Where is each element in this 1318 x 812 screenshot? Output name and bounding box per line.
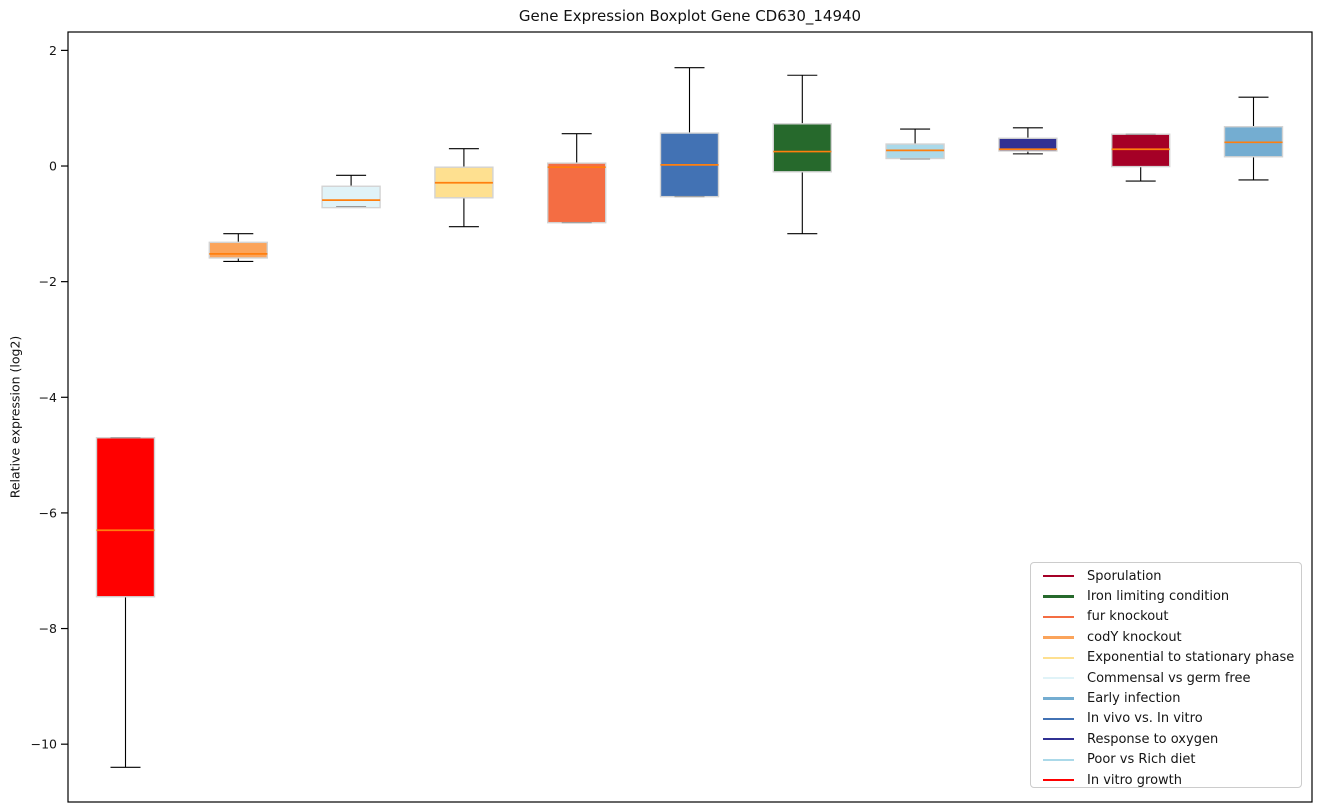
y-tick-label: −10 <box>31 737 57 752</box>
y-tick-label: 2 <box>49 43 57 58</box>
legend-label: Response to oxygen <box>1087 731 1219 747</box>
legend-item: In vivo vs. In vitro <box>1031 709 1301 729</box>
legend-item: In vitro growth <box>1031 770 1301 790</box>
legend-label: fur knockout <box>1087 609 1169 625</box>
legend-label: Poor vs Rich diet <box>1087 752 1196 768</box>
legend-label: Exponential to stationary phase <box>1087 650 1295 666</box>
legend-item: Early infection <box>1031 688 1301 708</box>
legend-item: fur knockout <box>1031 607 1301 627</box>
legend-color-swatch <box>1043 738 1074 741</box>
box <box>321 185 381 209</box>
box <box>772 123 832 173</box>
legend-item: Exponential to stationary phase <box>1031 648 1301 668</box>
chart-title: Gene Expression Boxplot Gene CD630_14940 <box>518 7 862 25</box>
legend-color-swatch <box>1043 595 1074 598</box>
boxplot-box-fur-knockout <box>547 133 607 224</box>
legend-label: In vivo vs. In vitro <box>1087 711 1203 727</box>
y-tick-label: 0 <box>49 159 57 174</box>
legend-color-swatch <box>1043 697 1074 700</box>
legend-item: Response to oxygen <box>1031 729 1301 749</box>
boxplot-box-in-vivo-vs-in-vitro <box>659 67 720 198</box>
boxplot-box-early-infection <box>1223 96 1284 181</box>
box <box>547 162 607 224</box>
boxplot-box-cody-knockout <box>208 233 269 262</box>
legend-item: Sporulation <box>1031 566 1301 586</box>
legend-color-swatch <box>1043 758 1074 761</box>
axes-frame <box>67 31 1313 803</box>
boxplot-box-exponential-to-stationary-phase <box>434 148 494 228</box>
legend-label: codY knockout <box>1087 629 1182 645</box>
legend-label: Commensal vs germ free <box>1087 670 1251 686</box>
boxplot-box-sporulation <box>1110 133 1171 182</box>
y-tick-label: −6 <box>39 505 57 520</box>
legend-color-swatch <box>1043 677 1074 680</box>
box <box>95 437 156 598</box>
boxplot-box-poor-vs-rich-diet <box>885 128 945 160</box>
box <box>1110 133 1171 168</box>
legend-color-swatch <box>1043 778 1074 782</box>
y-tick-label: −8 <box>39 621 57 636</box>
legend-item: Iron limiting condition <box>1031 586 1301 606</box>
legend-color-swatch <box>1043 656 1074 659</box>
legend-label: Early infection <box>1087 691 1181 707</box>
legend: Sporulation Iron limiting condition fur kn… <box>1030 562 1302 788</box>
legend-color-swatch <box>1043 615 1074 619</box>
legend-label: Sporulation <box>1087 568 1162 584</box>
legend-color-swatch <box>1043 717 1074 721</box>
y-tick-label: −2 <box>39 274 57 289</box>
legend-item: Poor vs Rich diet <box>1031 750 1301 770</box>
legend-item: Commensal vs germ free <box>1031 668 1301 688</box>
box <box>208 241 269 259</box>
boxplot-box-iron-limiting-condition <box>772 74 832 235</box>
boxplot-box-response-to-oxygen <box>998 127 1058 155</box>
boxplot-box-in-vitro-growth <box>95 437 156 768</box>
legend-label: Iron limiting condition <box>1087 589 1230 605</box>
boxplot-box-commensal-vs-germ-free <box>321 174 381 209</box>
legend-color-swatch <box>1043 636 1074 639</box>
box <box>998 137 1058 152</box>
legend-item: codY knockout <box>1031 627 1301 647</box>
box <box>885 143 945 160</box>
legend-color-swatch <box>1043 575 1074 578</box>
legend-label: In vitro growth <box>1087 772 1182 788</box>
y-tick-label: −4 <box>39 390 57 405</box>
